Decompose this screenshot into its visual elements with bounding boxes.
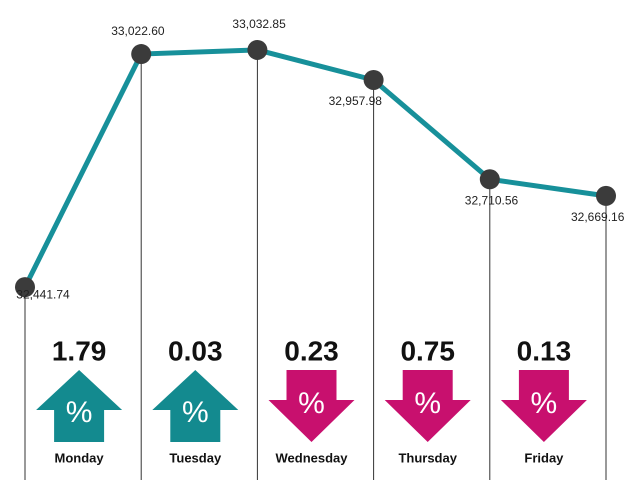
percent-change: 0.23 (284, 335, 339, 366)
arrow-down (268, 370, 355, 442)
percent-change: 1.79 (52, 335, 107, 366)
arrow-up (152, 370, 239, 442)
value-label: 33,022.60 (111, 24, 165, 38)
arrow-down (384, 370, 471, 442)
day-label: Monday (55, 450, 105, 465)
arrow-up (36, 370, 123, 442)
point (131, 44, 152, 65)
percent-symbol: % (298, 387, 325, 420)
point (247, 39, 268, 60)
percent-change: 0.03 (168, 335, 223, 366)
percent-symbol: % (66, 396, 93, 429)
value-label: 32,710.56 (465, 193, 519, 207)
day-label: Friday (524, 450, 564, 465)
point (363, 69, 384, 90)
point (479, 169, 500, 190)
point (596, 185, 616, 206)
arrow-down (500, 370, 587, 442)
percent-change: 0.13 (517, 335, 572, 366)
day-label: Tuesday (169, 450, 222, 465)
value-label: 33,032.85 (232, 17, 286, 31)
day-label: Thursday (398, 450, 457, 465)
percent-symbol: % (414, 387, 441, 420)
value-label: 32,957.98 (329, 94, 383, 108)
percent-symbol: % (182, 396, 209, 429)
value-label: 32,441.74 (16, 287, 70, 301)
percent-symbol: % (531, 387, 558, 420)
point (15, 277, 35, 298)
day-label: Wednesday (275, 450, 348, 465)
value-label: 32,669.16 (571, 210, 625, 224)
index-line (22, 47, 607, 289)
percent-change: 0.75 (400, 335, 455, 366)
